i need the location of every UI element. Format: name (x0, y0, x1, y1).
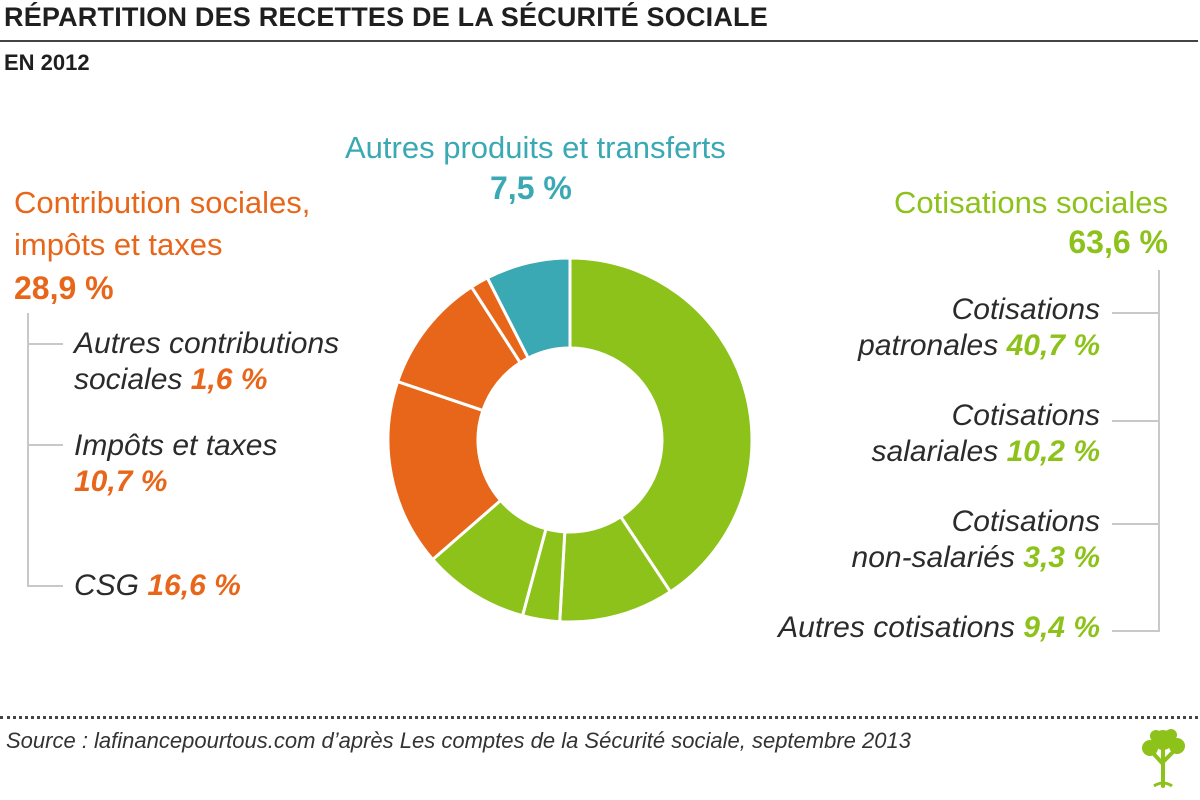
tree-icon (1142, 729, 1185, 788)
right-tick-2 (1112, 420, 1158, 422)
right-tick-3 (1112, 523, 1158, 525)
donut-slice-autres-produits-et-transferts (485, 256, 572, 361)
right-bracket-line (1158, 270, 1160, 632)
item-csg: CSG 16,6 % (74, 569, 241, 602)
left-tick-2 (27, 444, 63, 446)
cotisations-value: 63,6 % (1068, 224, 1168, 260)
contributions-label-line1: Contribution sociales, (14, 185, 311, 220)
left-tick-1 (27, 343, 63, 345)
chart-title: RÉPARTITION DES RECETTES DE LA SÉCURITÉ … (4, 2, 768, 32)
chart-subtitle: EN 2012 (4, 50, 90, 75)
contributions-label-line2: impôts et taxes (14, 227, 223, 262)
item-autres-contributions: Autres contributions sociales 1,6 % (74, 327, 340, 396)
item-autres-cotisations: Autres cotisations 9,4 % (778, 611, 1100, 644)
item-impots-taxes: Impôts et taxes 10,7 % (74, 429, 278, 498)
cotisations-label: Cotisations sociales (894, 185, 1168, 220)
donut-chart (386, 256, 754, 624)
contributions-value: 28,9 % (14, 270, 114, 306)
item-cotisations-patronales: Cotisations patronales 40,7 % (858, 293, 1100, 362)
right-tick-1 (1112, 312, 1158, 314)
title-divider (0, 40, 1198, 42)
autres-produits-value: 7,5 % (490, 170, 572, 206)
autres-produits-label: Autres produits et transferts (345, 130, 726, 165)
donut-slice-cotisations-patronales (568, 256, 754, 594)
left-bracket-line (27, 313, 29, 585)
left-tick-3 (27, 585, 63, 587)
source-note: Source : lafinancepourtous.com d’après L… (6, 728, 911, 753)
item-cotisations-salariales: Cotisations salariales 10,2 % (871, 399, 1100, 468)
footer-divider (0, 716, 1198, 719)
item-cotisations-non-salaries: Cotisations non-salariés 3,3 % (851, 505, 1100, 574)
right-tick-4 (1112, 630, 1158, 632)
